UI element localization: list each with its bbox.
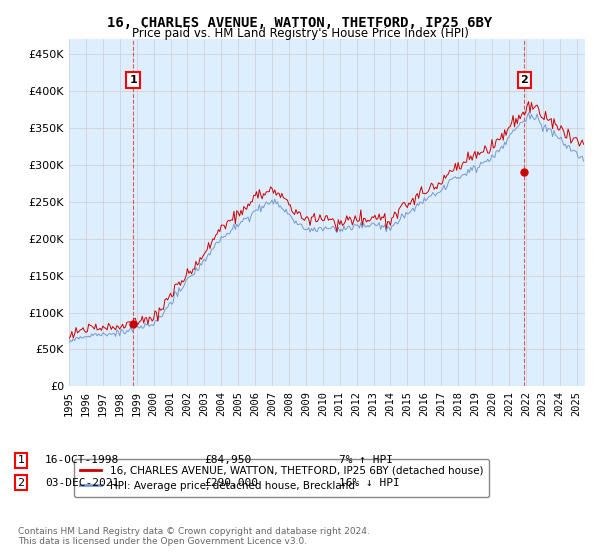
- Text: 2: 2: [521, 75, 529, 85]
- Text: Price paid vs. HM Land Registry's House Price Index (HPI): Price paid vs. HM Land Registry's House …: [131, 27, 469, 40]
- Legend: 16, CHARLES AVENUE, WATTON, THETFORD, IP25 6BY (detached house), HPI: Average pr: 16, CHARLES AVENUE, WATTON, THETFORD, IP…: [74, 459, 490, 497]
- Text: 1: 1: [129, 75, 137, 85]
- Text: 16, CHARLES AVENUE, WATTON, THETFORD, IP25 6BY: 16, CHARLES AVENUE, WATTON, THETFORD, IP…: [107, 16, 493, 30]
- Text: Contains HM Land Registry data © Crown copyright and database right 2024.
This d: Contains HM Land Registry data © Crown c…: [18, 526, 370, 546]
- Text: 7% ↑ HPI: 7% ↑ HPI: [339, 455, 393, 465]
- Text: 16-OCT-1998: 16-OCT-1998: [45, 455, 119, 465]
- Text: 2: 2: [17, 478, 25, 488]
- Text: £290,000: £290,000: [204, 478, 258, 488]
- Text: 03-DEC-2021: 03-DEC-2021: [45, 478, 119, 488]
- Text: 1: 1: [17, 455, 25, 465]
- Text: £84,950: £84,950: [204, 455, 251, 465]
- Text: 16% ↓ HPI: 16% ↓ HPI: [339, 478, 400, 488]
